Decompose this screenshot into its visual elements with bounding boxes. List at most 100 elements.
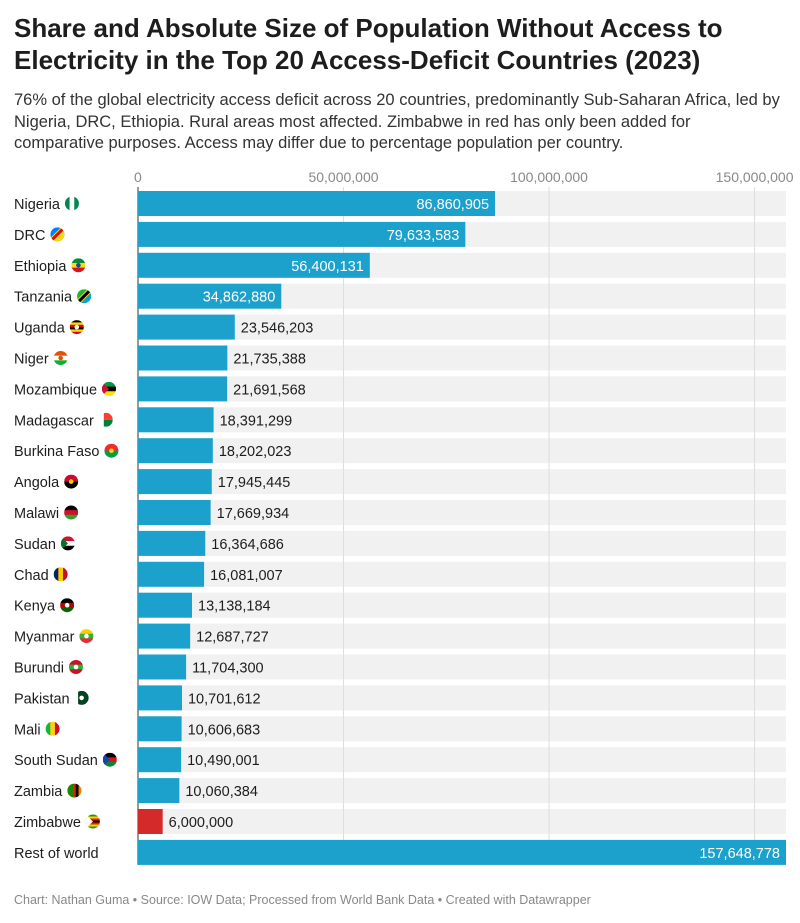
track-kenya [138, 592, 786, 618]
bar-chad [138, 561, 205, 587]
category-label: Mozambique [14, 382, 97, 398]
category-label: Myanmar [14, 630, 75, 646]
category-label: Sudan [14, 537, 56, 553]
category-label: Nigeria [14, 197, 61, 213]
track-malawi [138, 500, 786, 525]
bar-drc [138, 221, 466, 247]
chart-footer: Chart: Nathan Guma • Source: IOW Data; P… [14, 893, 591, 907]
track-mali [138, 716, 786, 742]
category-labels: Nigeria DRC Ethiopia Tanzania Uganda Niger Moz… [14, 197, 99, 862]
bar-pakistan [138, 685, 182, 711]
value-label: 18,202,023 [219, 444, 292, 460]
category-label: Rest of world [14, 846, 99, 862]
bar-uganda [138, 314, 235, 340]
category-label: Tanzania [14, 290, 73, 306]
chart-subtitle: 76% of the global electricity access def… [14, 91, 780, 152]
bar-madagascar [138, 407, 214, 433]
track-mozambique [138, 376, 786, 402]
value-label: 10,701,612 [188, 691, 261, 707]
value-label: 11,704,300 [192, 661, 263, 677]
track-zimbabwe [138, 809, 786, 834]
mozambique-flag-icon [102, 381, 117, 396]
value-label: 12,687,727 [196, 630, 269, 646]
bar-tanzania [138, 283, 282, 309]
track-angola [138, 469, 786, 495]
value-label: 10,606,683 [188, 722, 261, 738]
south-sudan-flag-icon [102, 752, 117, 767]
x-axis-ticks: 0 50,000,000 100,000,000 150,000,000 [134, 169, 794, 185]
tanzania-flag-icon [77, 289, 92, 304]
chad-flag-icon [53, 567, 68, 582]
madagascar-flag-icon [98, 412, 113, 427]
zambia-flag-icon [67, 783, 82, 798]
category-label: Uganda [14, 321, 66, 337]
value-label: 56,400,131 [291, 259, 364, 275]
value-label: 18,391,299 [220, 413, 293, 429]
zimbabwe-flag-icon [85, 814, 100, 829]
category-label: DRC [14, 228, 45, 244]
kenya-flag-icon [60, 598, 75, 613]
bar-angola [138, 469, 212, 495]
category-label: Mali [14, 722, 41, 738]
value-label: 17,669,934 [217, 506, 290, 522]
value-label: 10,490,001 [187, 753, 260, 769]
drc-flag-icon [50, 227, 65, 242]
track-burkina-faso [138, 438, 786, 464]
x-tick-label: 0 [134, 169, 142, 185]
track-pakistan [138, 685, 786, 711]
bar-nigeria [138, 191, 496, 216]
ethiopia-flag-icon [71, 258, 86, 273]
bar-ethiopia [138, 252, 370, 278]
value-label: 10,060,384 [185, 784, 258, 800]
value-label: 34,862,880 [203, 290, 276, 306]
sudan-flag-icon [60, 536, 75, 551]
bar-zimbabwe [138, 809, 163, 834]
category-label: Pakistan [14, 691, 70, 707]
track-south-sudan [138, 747, 786, 773]
track-zambia [138, 778, 786, 804]
category-label: Burundi [14, 661, 64, 677]
track-sudan [138, 530, 786, 556]
bar-chart: 0 50,000,000 100,000,000 150,000,000 Nigeri… [14, 169, 794, 865]
category-label: Madagascar [14, 413, 94, 429]
bar-niger [138, 345, 228, 371]
burkina-faso-flag-icon [104, 443, 119, 458]
value-label: 16,081,007 [210, 568, 283, 584]
niger-flag-icon [53, 351, 68, 365]
malawi-flag-icon [64, 505, 79, 520]
angola-flag-icon [64, 474, 79, 489]
bars [138, 191, 786, 865]
value-label: 17,945,445 [218, 475, 291, 491]
bar-burundi [138, 654, 187, 680]
category-label: Zambia [14, 784, 63, 800]
value-label: 21,735,388 [233, 352, 306, 368]
nigeria-flag-icon [64, 196, 79, 211]
bar-malawi [138, 500, 211, 525]
track-niger [138, 345, 786, 371]
value-label: 21,691,568 [233, 382, 306, 398]
track-burundi [138, 654, 786, 680]
bar-mozambique [138, 376, 228, 402]
bar-kenya [138, 592, 193, 618]
category-label: South Sudan [14, 753, 98, 769]
value-label: 86,860,905 [416, 197, 489, 213]
x-tick-label: 100,000,000 [510, 169, 588, 185]
myanmar-flag-icon [79, 629, 94, 644]
x-tick-label: 50,000,000 [308, 169, 378, 185]
uganda-flag-icon [69, 320, 84, 335]
value-label: 16,364,686 [211, 537, 284, 553]
bar-zambia [138, 778, 180, 804]
value-label: 13,138,184 [198, 599, 271, 615]
bar-burkina-faso [138, 438, 213, 464]
category-label: Malawi [14, 506, 59, 522]
category-label: Niger [14, 352, 49, 368]
burundi-flag-icon [68, 660, 83, 674]
value-label: 79,633,583 [387, 228, 460, 244]
value-labels: 86,860,905 79,633,583 56,400,131 34,862,880… [169, 197, 780, 862]
chart-title: Share and Absolute Size of Population Wi… [14, 13, 723, 75]
track-madagascar [138, 407, 786, 433]
category-label: Ethiopia [14, 259, 67, 275]
value-label: 6,000,000 [169, 815, 234, 831]
track-myanmar [138, 623, 786, 649]
track-chad [138, 561, 786, 587]
